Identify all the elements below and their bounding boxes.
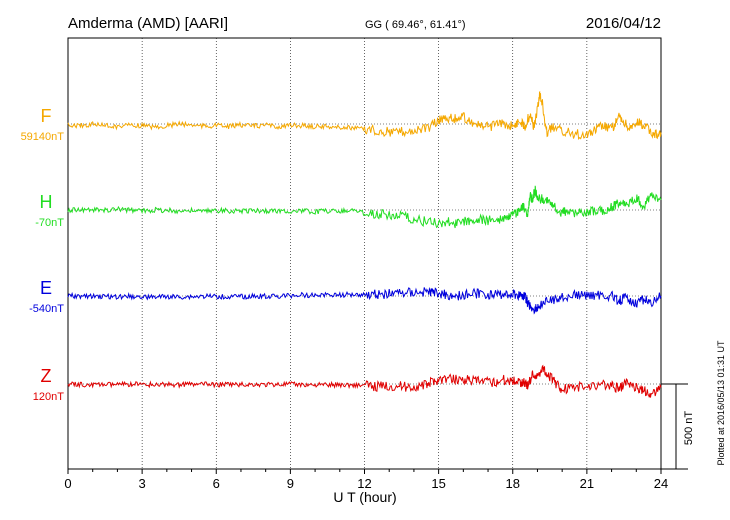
series-labels: F 59140nT H -70nT E -540nT Z 120nT <box>21 106 65 403</box>
series-e-name: E <box>40 278 52 298</box>
x-axis-label: U T (hour) <box>333 489 396 505</box>
x-tick-label: 3 <box>139 476 146 491</box>
series-f-name: F <box>41 106 52 126</box>
series-z-name: Z <box>41 366 52 386</box>
x-tick-label: 21 <box>580 476 594 491</box>
x-tick-label: 9 <box>287 476 294 491</box>
series-group <box>67 90 662 398</box>
grid <box>68 38 661 469</box>
x-tick-label: 6 <box>213 476 220 491</box>
station-title: Amderma (AMD) [AARI] <box>68 15 228 32</box>
x-tick-label: 0 <box>64 476 71 491</box>
scale-bar-label: 500 nT <box>683 411 695 446</box>
series-e-baseline: -540nT <box>29 303 64 315</box>
series-f-line <box>67 90 662 140</box>
scale-bar: 500 nT <box>661 383 695 470</box>
series-z-baseline: 120nT <box>33 391 64 403</box>
series-h-line <box>67 185 662 229</box>
plotted-timestamp: Plotted at 2016/05/13 01:31 UT <box>716 340 726 466</box>
x-tick-label: 15 <box>431 476 445 491</box>
x-tick-label: 12 <box>357 476 371 491</box>
date-label: 2016/04/12 <box>586 15 661 32</box>
series-f-baseline: 59140nT <box>21 131 65 143</box>
series-z-line <box>67 364 662 398</box>
x-tick-label: 24 <box>654 476 668 491</box>
series-h-name: H <box>40 192 53 212</box>
series-h-baseline: -70nT <box>35 217 64 229</box>
x-ticks: 0 3 6 9 12 15 18 21 24 <box>64 469 668 491</box>
coords-label: GG ( 69.46°, 61.41°) <box>365 19 466 31</box>
series-e-line <box>67 286 662 315</box>
x-tick-label: 18 <box>506 476 520 491</box>
